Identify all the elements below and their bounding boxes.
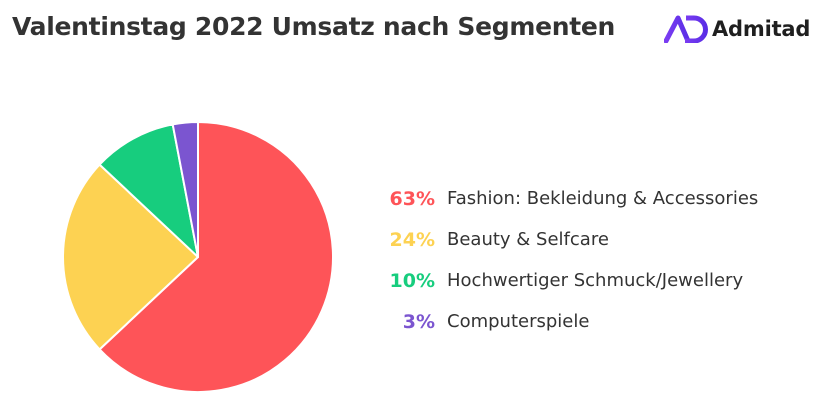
legend-label: Hochwertiger Schmuck/Jewellery bbox=[447, 270, 744, 291]
brand-logo: Admitad bbox=[664, 15, 810, 43]
legend-item: 63% Fashion: Bekleidung & Accessories bbox=[378, 178, 759, 219]
legend-value: 63% bbox=[389, 187, 435, 210]
legend-value: 10% bbox=[389, 269, 435, 292]
legend-item: 10% Hochwertiger Schmuck/Jewellery bbox=[378, 260, 758, 301]
pie-slice-3 bbox=[171, 121, 199, 258]
legend: 63% Fashion: Bekleidung & Accessories 24… bbox=[378, 178, 759, 342]
pie-slice-1 bbox=[62, 163, 199, 351]
legend-item: 3% Computerspiele bbox=[378, 301, 758, 342]
legend-value: 3% bbox=[402, 310, 435, 333]
chart-title: Valentinstag 2022 Umsatz nach Segmenten bbox=[12, 12, 616, 41]
admitad-logo-icon bbox=[664, 15, 708, 43]
legend-label: Fashion: Bekleidung & Accessories bbox=[447, 188, 759, 209]
legend-value: 24% bbox=[389, 228, 435, 251]
legend-label: Beauty & Selfcare bbox=[447, 229, 609, 250]
legend-item: 24% Beauty & Selfcare bbox=[378, 219, 758, 260]
brand-name: Admitad bbox=[712, 17, 811, 41]
pie-slice-2 bbox=[98, 123, 199, 258]
pie-slice-0 bbox=[98, 121, 334, 393]
legend-label: Computerspiele bbox=[447, 311, 590, 332]
pie-chart bbox=[62, 121, 334, 393]
